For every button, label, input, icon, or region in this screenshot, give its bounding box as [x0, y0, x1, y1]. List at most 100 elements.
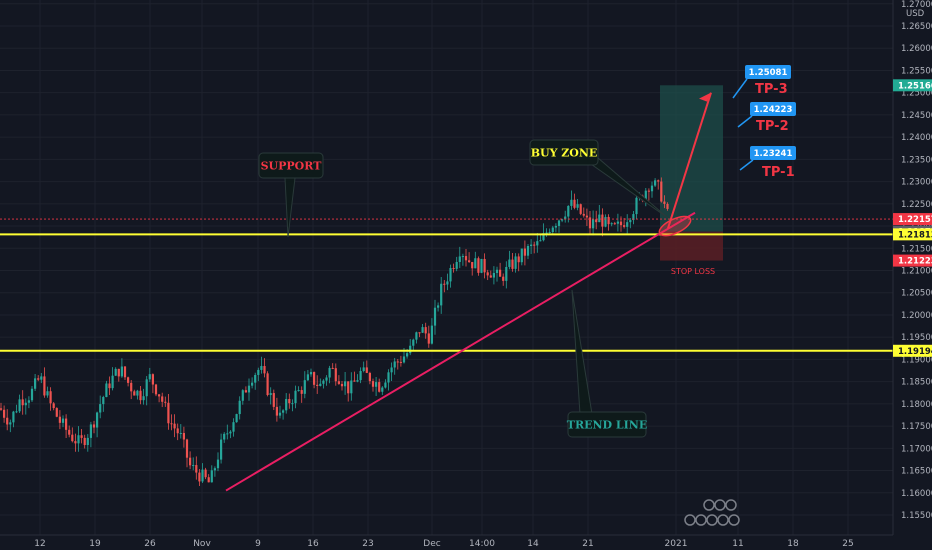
- candle-body: [471, 262, 474, 269]
- candle-body: [545, 232, 548, 234]
- price-tag: 1.25166: [893, 79, 932, 92]
- candle-body: [499, 269, 502, 277]
- candle-body: [647, 190, 650, 192]
- buy-zone-ellipse[interactable]: [657, 213, 694, 240]
- candle-body: [291, 403, 294, 405]
- time-tick: 16: [307, 539, 319, 549]
- candle-body: [0, 408, 3, 410]
- trend-line-layer: [225, 211, 696, 492]
- candle-body: [536, 241, 539, 246]
- candle-body: [430, 325, 433, 344]
- candle-body: [595, 219, 598, 223]
- callout-label: TREND LINE: [567, 419, 647, 432]
- candle-body: [108, 383, 111, 389]
- candle-body: [127, 377, 130, 383]
- price-tick: 1.16000: [901, 489, 932, 499]
- candle-body: [313, 372, 316, 385]
- time-tick: 23: [362, 539, 373, 549]
- candle-body: [458, 256, 461, 262]
- candle-body: [238, 400, 241, 415]
- candle-body: [151, 374, 154, 385]
- candle-body: [102, 397, 105, 405]
- candle-body: [123, 366, 127, 378]
- candle-body: [399, 361, 402, 363]
- candle-body: [220, 439, 223, 460]
- stop-loss-label: STOP LOSS: [671, 267, 715, 276]
- candle-body: [18, 399, 21, 412]
- candle-body: [362, 367, 365, 371]
- price-tick: 1.24500: [901, 111, 932, 121]
- candle-body: [390, 367, 393, 373]
- price-tag: 1.19194: [893, 344, 932, 357]
- candle-body: [235, 414, 238, 423]
- candle-body: [412, 339, 415, 346]
- candle-body: [71, 434, 74, 442]
- callout-trend-line[interactable]: TREND LINE: [567, 289, 647, 438]
- candle-body: [666, 203, 669, 209]
- price-tag-label: 1.22157: [898, 215, 932, 225]
- target-tp1-group[interactable]: 1.23241 TP-1: [739, 146, 796, 180]
- candle-body: [288, 398, 291, 404]
- candle-body: [492, 272, 495, 278]
- candle-body: [418, 332, 421, 334]
- candle-body: [40, 376, 43, 380]
- candle-body: [424, 327, 427, 334]
- candle-body: [495, 269, 499, 273]
- candle-body: [322, 380, 325, 384]
- price-tick: 1.25000: [901, 89, 932, 99]
- candle-body: [185, 439, 189, 458]
- price-tick: 1.24000: [901, 133, 932, 143]
- candle-body: [387, 372, 390, 383]
- candle-body: [111, 375, 114, 389]
- candle-body: [216, 459, 220, 469]
- candle-body: [99, 404, 102, 413]
- candle-body: [43, 376, 46, 396]
- price-tag: 1.22157: [893, 213, 932, 226]
- candle-body: [650, 185, 654, 192]
- callout-label: SUPPORT: [261, 160, 323, 173]
- candle-body: [192, 465, 195, 467]
- candle-body: [210, 470, 213, 483]
- candle-body: [133, 391, 136, 396]
- callout-support[interactable]: SUPPORT: [258, 152, 324, 238]
- candle-body: [567, 205, 570, 217]
- candle-body: [30, 388, 34, 401]
- candle-body: [514, 256, 517, 269]
- candle-body: [46, 391, 49, 396]
- price-tick: 1.19000: [901, 355, 932, 365]
- price-tags: 1.251661.221571.218751.218131.212231.191…: [893, 79, 932, 357]
- candle-body: [74, 441, 77, 444]
- candle-body: [201, 469, 204, 482]
- candle-body: [657, 180, 660, 182]
- candle-body: [120, 366, 123, 377]
- candle-body: [455, 261, 458, 269]
- trend-line[interactable]: [225, 211, 696, 492]
- candle-body: [660, 181, 663, 202]
- candle-body: [139, 390, 142, 401]
- target-tp2-group[interactable]: 1.24223 TP-2: [737, 102, 796, 134]
- candle-body: [359, 370, 362, 381]
- candle-body: [396, 361, 399, 363]
- candle-body: [604, 216, 607, 227]
- candle-body: [378, 382, 381, 392]
- time-axis[interactable]: 12 19 26 Nov 9 16 23 Dec 14:00 14 21 2021 11 18 25: [0, 534, 932, 550]
- candle-body: [68, 429, 71, 435]
- price-tag-label: 1.25166: [898, 81, 932, 91]
- candle-body: [176, 428, 179, 434]
- candle-body: [483, 258, 486, 273]
- candle-body: [269, 393, 272, 396]
- time-tick: 14: [527, 539, 539, 549]
- candlestick-series: [0, 177, 669, 486]
- callout-buy-zone[interactable]: BUY ZONE: [529, 139, 669, 219]
- candle-body: [557, 220, 561, 226]
- target-tp3-group[interactable]: 1.25081 TP-3: [732, 65, 791, 99]
- price-tag-label: 1.19194: [898, 347, 932, 357]
- price-tick: 1.17000: [901, 444, 932, 454]
- candle-body: [570, 199, 573, 206]
- candle-body: [613, 223, 616, 225]
- candle-body: [136, 390, 139, 396]
- candle-body: [579, 204, 582, 214]
- price-tag: 1.21223: [893, 254, 932, 267]
- candle-body: [282, 410, 285, 413]
